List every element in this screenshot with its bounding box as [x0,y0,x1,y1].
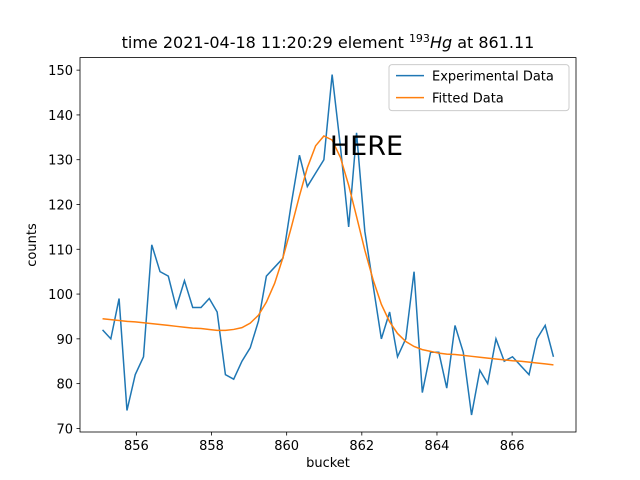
y-tick-label: 130 [48,154,73,169]
title-part: time 2021-04-18 11:20:29 element [122,33,409,52]
legend-box [388,64,570,112]
legend-label: Fitted Data [432,92,504,107]
title-superscript: 193 [409,32,430,45]
title-element: Hg [430,33,452,52]
y-tick-label: 90 [56,333,73,348]
chart-title: time 2021-04-18 11:20:29 element 193Hg a… [122,32,535,52]
x-tick-label: 856 [124,439,149,454]
plot-frame [79,57,577,433]
y-axis-label: counts [25,223,40,267]
y-tick-label: 80 [56,378,73,393]
y-tick-label: 70 [56,422,73,437]
x-axis-label: bucket [306,456,350,471]
y-tick-label: 150 [48,64,73,79]
x-tick-label: 866 [500,439,525,454]
data-line [102,135,554,366]
y-tick-label: 120 [48,198,73,213]
data-line [101,74,555,416]
legend-label: Experimental Data [432,70,554,85]
y-tick-label: 140 [48,109,73,124]
x-tick-label: 862 [349,439,374,454]
annotation: HERE [330,131,403,162]
y-tick-label: 110 [48,243,73,258]
x-tick-label: 860 [274,439,299,454]
x-tick-label: 864 [425,439,450,454]
title-part: at 861.11 [452,33,534,52]
y-tick-label: 100 [48,288,73,303]
x-tick-label: 858 [199,439,224,454]
